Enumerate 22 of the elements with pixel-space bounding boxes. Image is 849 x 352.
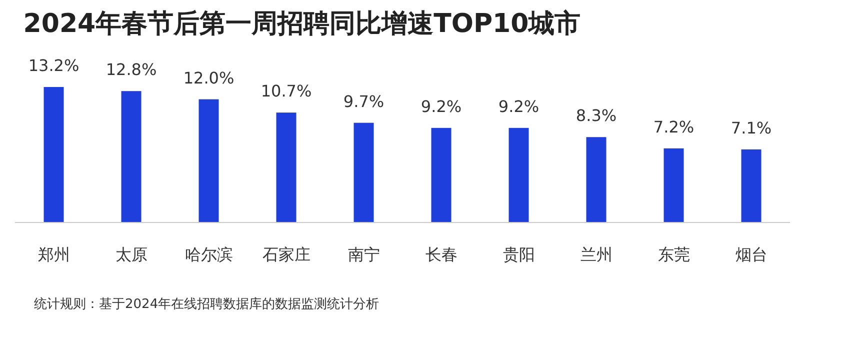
text: 统计规则：基于2024年在线招聘数据库的数据监测统计分析	[34, 297, 380, 312]
data-label: 13.2%	[28, 56, 80, 75]
data-label: 7.1%	[730, 118, 772, 138]
data-label: 12.0%	[183, 68, 234, 88]
x-tick-label: 烟台	[735, 245, 768, 264]
x-tick-label: 长春	[425, 245, 458, 264]
x-tick-label: 郑州	[38, 245, 70, 264]
data-label: 9.2%	[498, 96, 540, 116]
data-label: 12.8%	[106, 60, 157, 80]
x-tick-label: 兰州	[580, 245, 612, 264]
x-tick-label: 贵阳	[502, 245, 535, 264]
x-tick-label: 哈尔滨	[184, 245, 233, 264]
x-tick-label: 东莞	[658, 245, 690, 264]
x-tick-label: 石家庄	[262, 245, 310, 264]
x-tick-label: 南宁	[348, 245, 380, 264]
chart-title: 2024年春节后第一周招聘同比增速TOP10城市	[23, 9, 581, 39]
data-label: 10.7%	[260, 82, 312, 101]
data-label: 7.2%	[653, 117, 694, 136]
x-tick-label: 太原	[115, 245, 148, 264]
data-label: 9.7%	[343, 92, 384, 111]
data-label: 8.3%	[576, 106, 617, 126]
data-label: 9.2%	[420, 96, 462, 116]
